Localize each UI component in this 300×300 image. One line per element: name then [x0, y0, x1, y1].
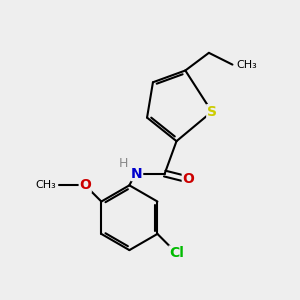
Text: O: O — [79, 178, 91, 192]
Text: S: S — [207, 105, 217, 119]
Text: O: O — [182, 172, 194, 186]
Text: Cl: Cl — [169, 246, 184, 260]
Text: CH₃: CH₃ — [237, 60, 258, 70]
Text: N: N — [131, 167, 142, 181]
Text: H: H — [119, 157, 128, 170]
Text: CH₃: CH₃ — [35, 180, 56, 190]
